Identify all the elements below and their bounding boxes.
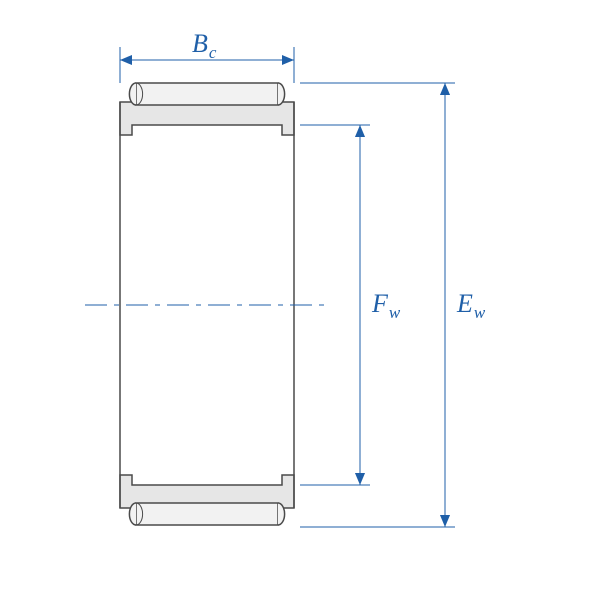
outer-ring-top-section [120, 102, 294, 135]
roller [129, 83, 284, 105]
label-Ew: Ew [456, 289, 486, 322]
bearing-cross-section-diagram: Bc Fw Ew [0, 0, 600, 600]
label-Fw: Fw [371, 289, 401, 322]
label-Bc: Bc [192, 29, 217, 62]
roller [129, 503, 284, 525]
